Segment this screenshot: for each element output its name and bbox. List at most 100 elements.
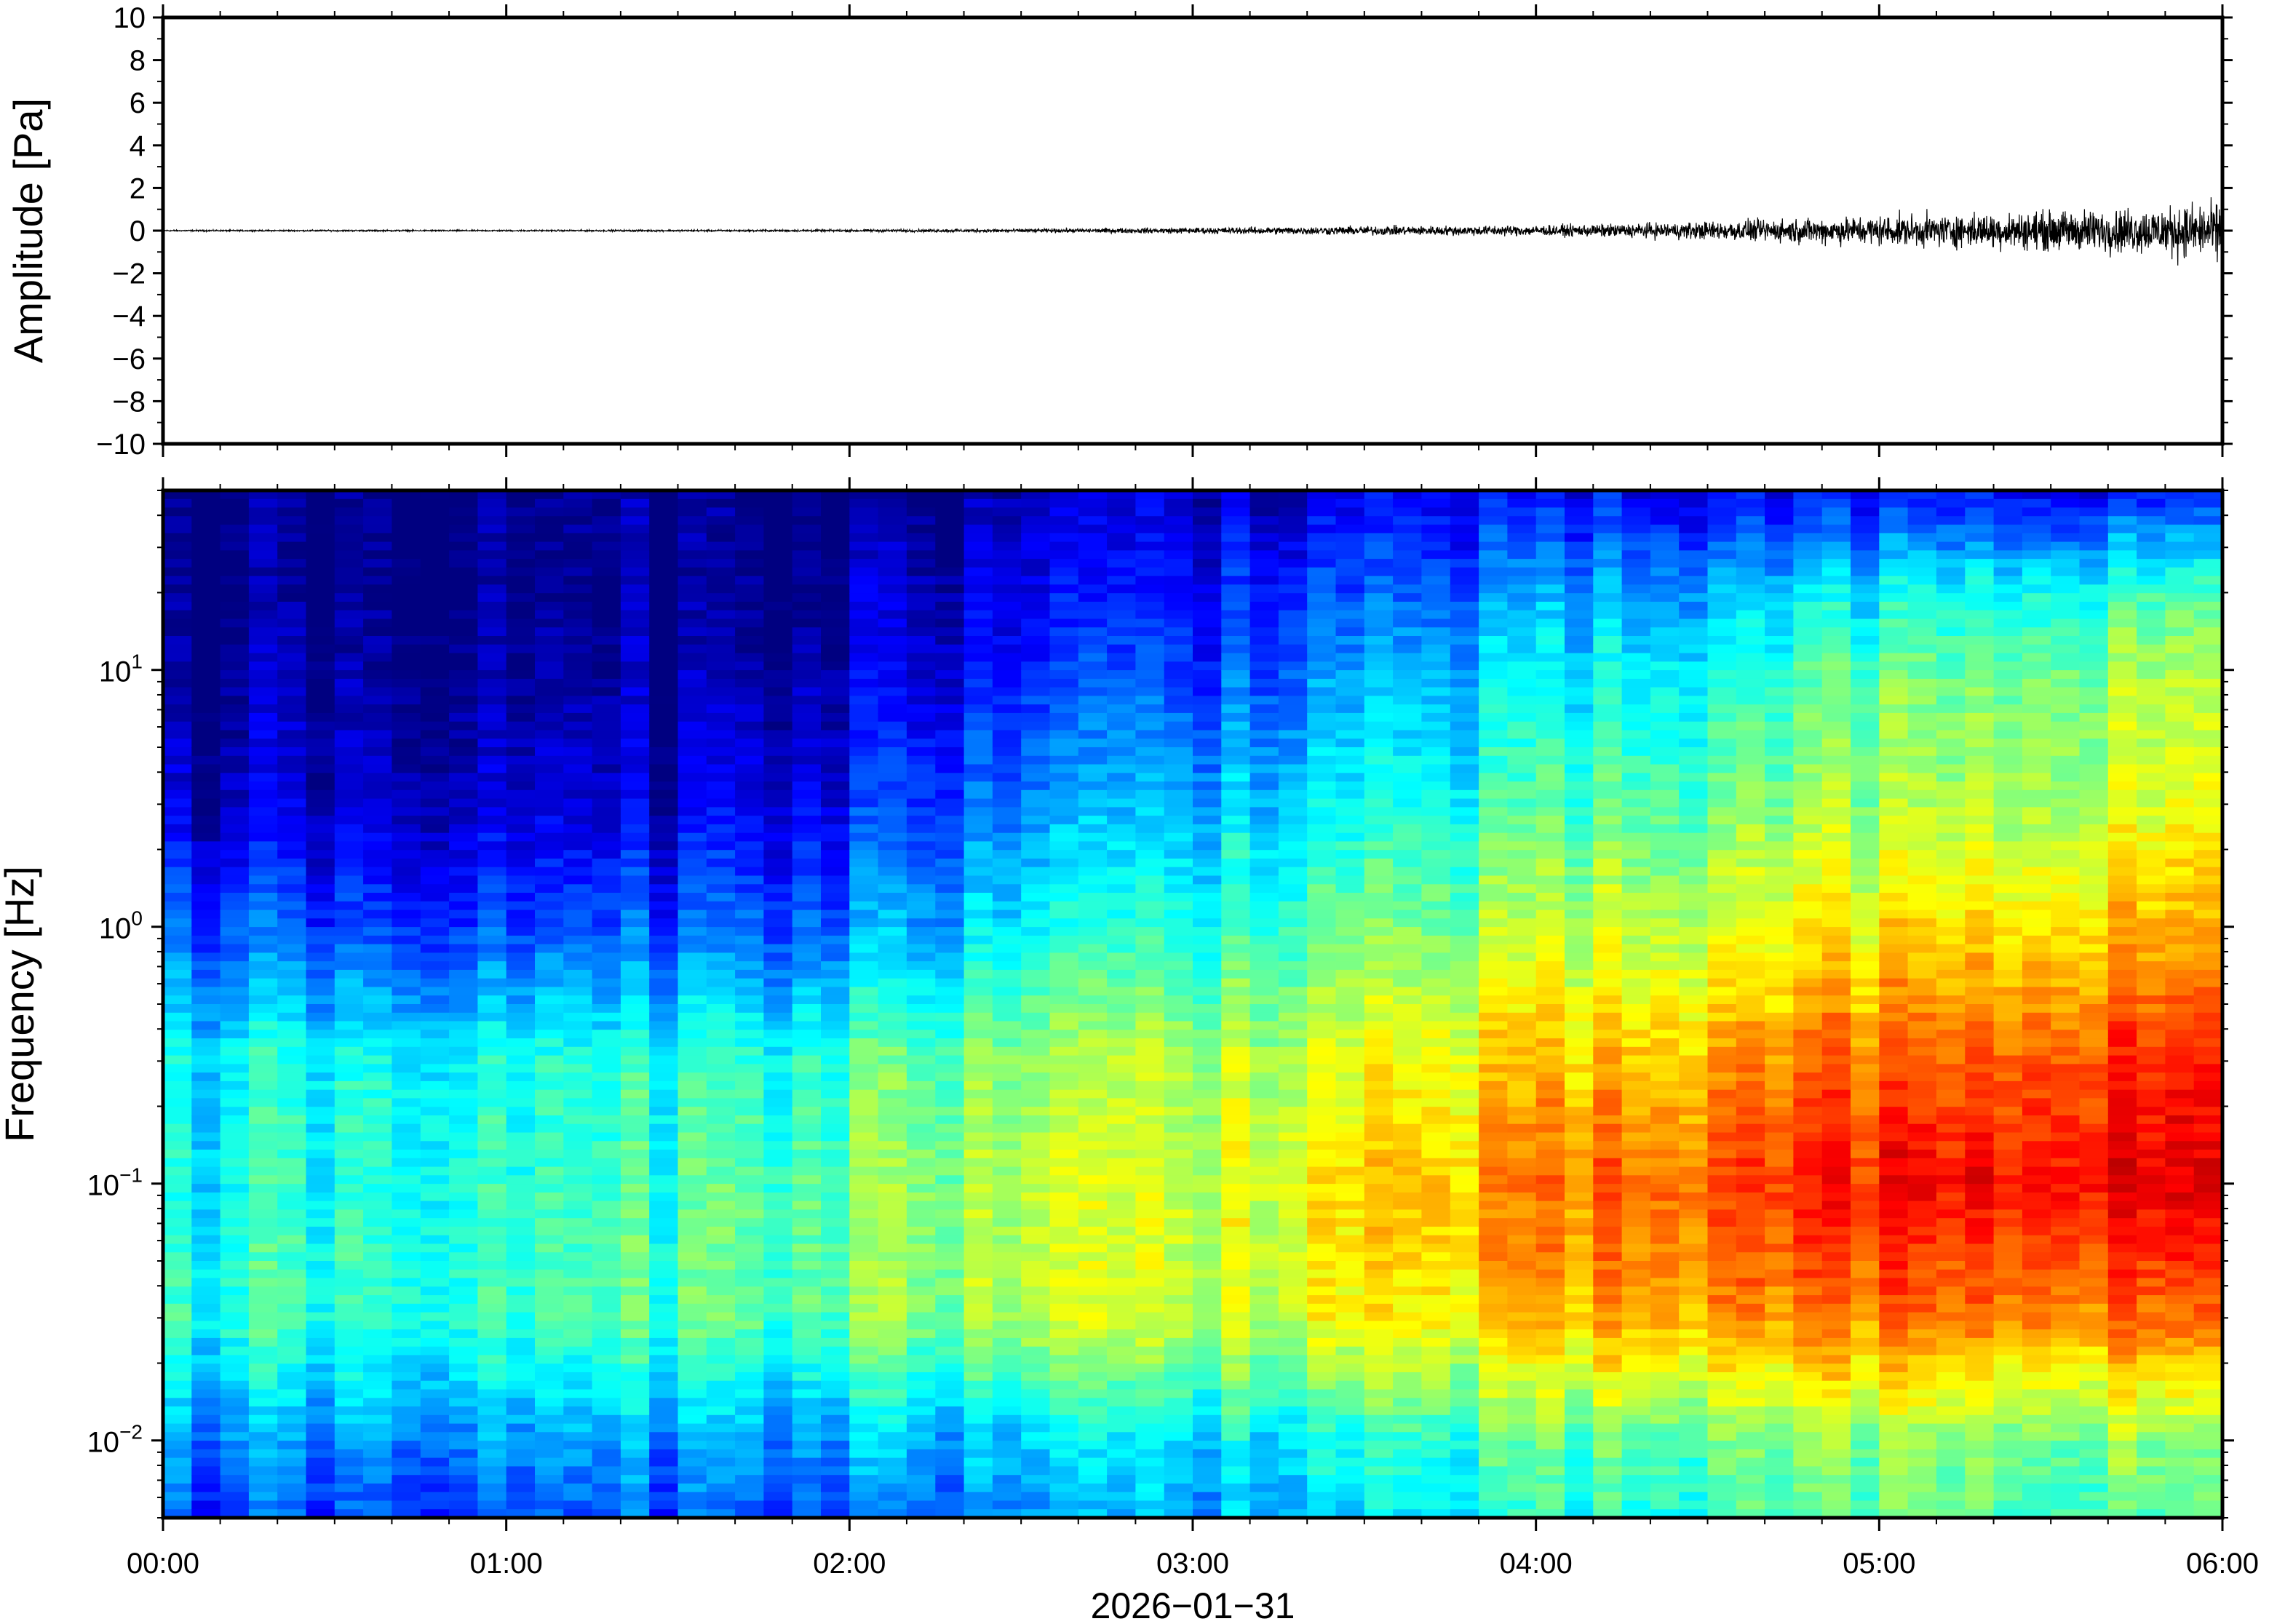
- spectrogram-cell: [620, 1355, 650, 1364]
- spectrogram-cell: [792, 1483, 822, 1493]
- spectrogram-cell: [706, 1218, 736, 1227]
- spectrogram-cell: [1107, 1089, 1137, 1099]
- spectrogram-cell: [277, 1295, 307, 1305]
- spectrogram-cell: [535, 884, 565, 893]
- spectrogram-cell: [620, 1089, 650, 1099]
- spectrogram-cell: [878, 1072, 907, 1082]
- spectrogram-cell: [849, 584, 879, 594]
- spectrogram-cell: [420, 610, 450, 620]
- spectrogram-cell: [191, 824, 221, 834]
- spectrogram-cell: [1021, 850, 1051, 859]
- spectrogram-cell: [878, 1243, 907, 1254]
- spectrogram-cell: [420, 1150, 450, 1159]
- spectrogram-cell: [220, 781, 250, 791]
- spectrogram-cell: [363, 1509, 393, 1518]
- spectrogram-cell: [163, 944, 193, 954]
- spectrogram-cell: [1193, 816, 1223, 825]
- spectrogram-cell: [306, 1150, 335, 1159]
- spectrogram-cell: [506, 721, 536, 731]
- spectrogram-cell: [906, 1457, 936, 1468]
- spectrogram-cell: [1193, 1115, 1223, 1125]
- spectrogram-cell: [1021, 704, 1051, 714]
- spectrogram-cell: [449, 909, 479, 920]
- spectrogram-cell: [821, 1209, 851, 1219]
- spectrogram-cell: [1249, 1123, 1279, 1134]
- spectrogram-cell: [992, 593, 1022, 602]
- spectrogram-cell: [649, 1329, 679, 1339]
- spectrogram-cell: [1164, 969, 1193, 979]
- spectrogram-cell: [1135, 978, 1165, 988]
- spectrogram-cell: [935, 516, 965, 525]
- spectrogram-cell: [420, 618, 450, 629]
- spectrogram-cell: [277, 653, 307, 663]
- spectrogram-cell: [763, 1046, 793, 1056]
- spectrogram-cell: [1164, 816, 1193, 825]
- spectrogram-cell: [191, 670, 221, 680]
- spectrogram-cell: [763, 1346, 793, 1356]
- spectrogram-cell: [649, 764, 679, 774]
- spectrogram-cell: [535, 1509, 565, 1518]
- spectrogram-cell: [506, 1372, 536, 1382]
- spectrogram-cell: [992, 1209, 1022, 1219]
- spectrogram-cell: [392, 1201, 421, 1211]
- spectrogram-cell: [420, 901, 450, 911]
- spectrogram-cell: [706, 1406, 736, 1416]
- spectrogram-cell: [306, 747, 335, 757]
- spectrogram-cell: [677, 901, 707, 911]
- spectrogram-cell: [677, 850, 707, 859]
- spectrogram-cell: [821, 909, 851, 920]
- spectrogram-cell: [477, 944, 507, 954]
- spectrogram-cell: [1135, 909, 1165, 920]
- spectrogram-cell: [277, 661, 307, 671]
- spectrogram-cell: [506, 1072, 536, 1082]
- spectrogram-cell: [1249, 944, 1279, 954]
- spectrogram-cell: [1021, 1500, 1051, 1510]
- spectrogram-cell: [1193, 1483, 1223, 1493]
- spectrogram-cell: [878, 944, 907, 954]
- spectrogram-cell: [849, 841, 879, 851]
- spectrogram-cell: [420, 730, 450, 740]
- spectrogram-cell: [620, 644, 650, 654]
- spectrogram-cell: [220, 678, 250, 688]
- spectrogram-cell: [1249, 627, 1279, 637]
- spectrogram-cell: [392, 1021, 421, 1031]
- spectrogram-cell: [449, 1466, 479, 1476]
- spectrogram-cell: [1164, 859, 1193, 868]
- spectrogram-cell: [935, 1372, 965, 1382]
- spectrogram-cell: [792, 1107, 822, 1116]
- spectrogram-cell: [1221, 1483, 1251, 1493]
- spectrogram-cell: [334, 1432, 364, 1441]
- spectrogram-cell: [821, 721, 851, 731]
- spectrogram-cell: [1278, 1166, 1308, 1177]
- spectrogram-cell: [763, 1235, 793, 1245]
- spectrogram-cell: [1164, 1432, 1193, 1441]
- spectrogram-cell: [1078, 1064, 1108, 1073]
- spectrogram-cell: [248, 739, 278, 748]
- spectrogram-cell: [763, 969, 793, 979]
- spectrogram-cell: [563, 1355, 593, 1364]
- spectrogram-cell: [1135, 1269, 1165, 1279]
- spectrogram-cell: [392, 995, 421, 1005]
- spectrogram-cell: [306, 1321, 335, 1330]
- spectrogram-cell: [1221, 927, 1251, 936]
- spectrogram-cell: [363, 1115, 393, 1125]
- spectrogram-cell: [563, 816, 593, 825]
- spectrogram-cell: [392, 1218, 421, 1227]
- spectrogram-cell: [792, 1321, 822, 1330]
- spectrogram-cell: [1021, 978, 1051, 988]
- spectrogram-cell: [363, 1475, 393, 1484]
- spectrogram-cell: [191, 1089, 221, 1099]
- spectrogram-cell: [1049, 1107, 1079, 1116]
- spectrogram-cell: [649, 1364, 679, 1373]
- spectrogram-cell: [735, 1226, 765, 1236]
- spectrogram-cell: [992, 550, 1022, 560]
- spectrogram-cell: [1221, 712, 1251, 723]
- spectrogram-cell: [1164, 1329, 1193, 1339]
- spectrogram-cell: [363, 1064, 393, 1073]
- spectrogram-cell: [477, 995, 507, 1005]
- spectrogram-cell: [191, 1414, 221, 1425]
- waveform-y-tick-label: −8: [112, 386, 146, 418]
- spectrogram-cell: [1193, 1355, 1223, 1364]
- spectrogram-cell: [1021, 1192, 1051, 1202]
- spectrogram-cell: [506, 1414, 536, 1425]
